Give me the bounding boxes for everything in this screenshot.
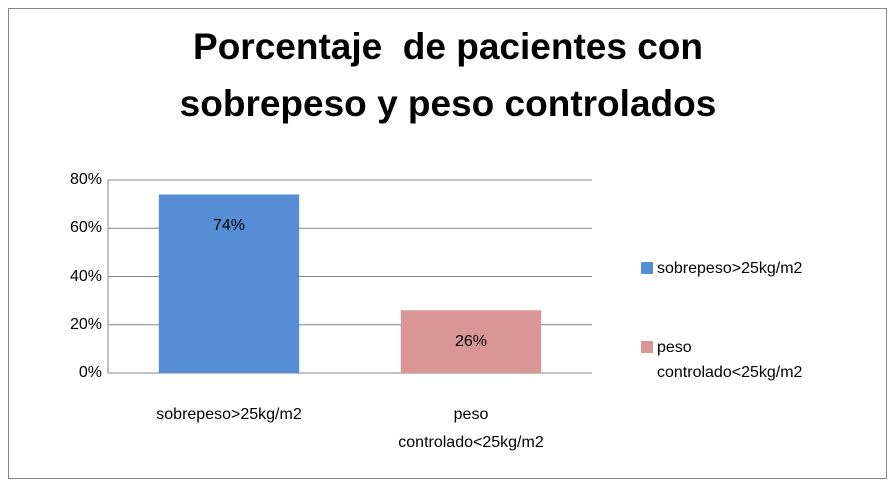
data-label: 26% (454, 333, 488, 351)
bar (158, 194, 300, 373)
y-tick-label: 40% (69, 267, 102, 285)
chart-title: Porcentaje de pacientes con sobrepeso y … (179, 26, 717, 124)
y-tick-label: 80% (69, 171, 102, 188)
legend-swatch (641, 341, 653, 353)
bar (400, 310, 542, 373)
legend-label: sobrepeso>25kg/m2 (657, 260, 803, 277)
legend-label: peso controlado<25kg/m2 (657, 339, 803, 381)
chart-border (8, 8, 887, 479)
x-tick-label: peso controlado<25kg/m2 (398, 406, 544, 451)
y-tick-label: 20% (69, 315, 102, 333)
y-tick-label: 60% (69, 219, 102, 237)
legend-swatch (641, 262, 653, 274)
y-tick-label: 0% (78, 364, 102, 381)
x-tick-label: sobrepeso>25kg/m2 (156, 406, 302, 423)
data-label: 74% (212, 217, 246, 235)
